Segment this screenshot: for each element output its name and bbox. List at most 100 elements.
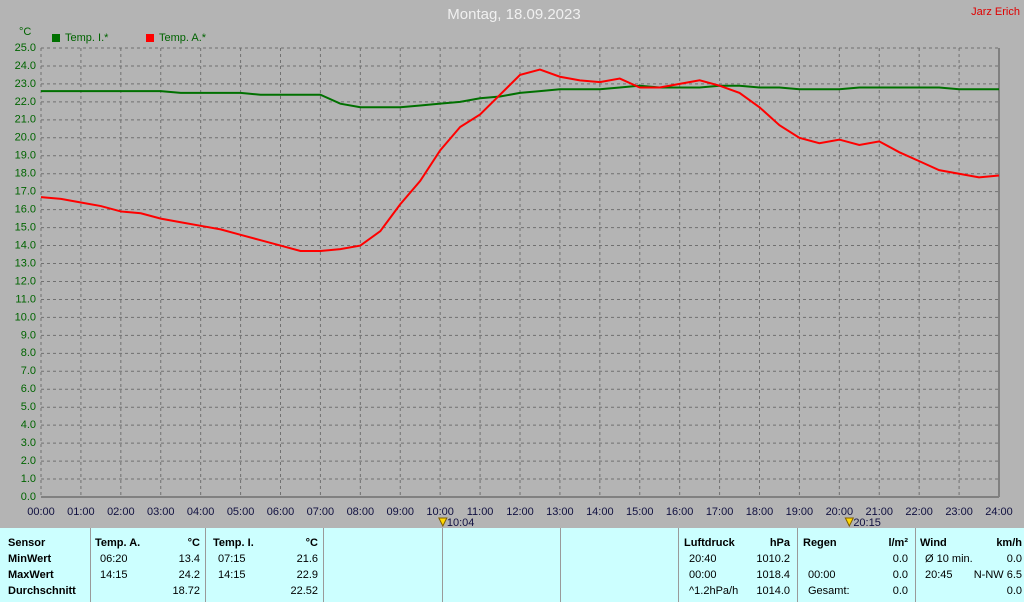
cell-value: 1010.2: [756, 553, 790, 565]
cell-label: Ø 10 min.: [925, 553, 973, 565]
legend-swatch: [52, 34, 60, 42]
legend-label: Temp. A.*: [159, 32, 207, 44]
divider: [442, 528, 443, 602]
row-label: MaxWert: [8, 569, 54, 581]
y-tick-label: 18.0: [15, 168, 36, 180]
column-unit: °C: [305, 537, 318, 549]
column-unit: l/m²: [888, 537, 908, 549]
cell-value: 13.4: [178, 553, 200, 565]
cell-value: 0.0: [892, 585, 908, 597]
column-header: Regen: [803, 537, 837, 549]
row-label: MinWert: [8, 553, 52, 565]
cell-value: 0.0: [1006, 585, 1022, 597]
cell-label: Gesamt:: [808, 585, 850, 597]
y-tick-label: 1.0: [21, 473, 36, 485]
summary-panel: Sensor MinWert MaxWert Durchschnitt Temp. A.…: [0, 528, 1024, 602]
y-tick-label: 17.0: [15, 186, 36, 198]
y-tick-label: 20.0: [15, 132, 36, 144]
x-tick-label: 01:00: [67, 506, 95, 518]
y-tick-label: 23.0: [15, 78, 36, 90]
divider: [323, 528, 324, 602]
cell-label: 06:20: [100, 553, 128, 565]
y-tick-label: 25.0: [15, 42, 36, 54]
cell-value: N-NW 6.5: [973, 569, 1022, 581]
legend-label: Temp. I.*: [65, 32, 109, 44]
cell-label: 14:15: [100, 569, 128, 581]
row-label: Sensor: [8, 537, 46, 549]
y-tick-label: 5.0: [21, 401, 36, 413]
x-tick-label: 24:00: [985, 506, 1013, 518]
sun-marker: [438, 517, 448, 528]
x-tick-label: 18:00: [746, 506, 774, 518]
divider: [90, 528, 91, 602]
x-tick-label: 11:00: [467, 506, 494, 518]
cell-value: 22.52: [290, 585, 318, 597]
cell-value: 1014.0: [756, 585, 790, 597]
y-tick-label: 6.0: [21, 383, 36, 395]
divider: [797, 528, 798, 602]
divider: [915, 528, 916, 602]
x-tick-label: 08:00: [347, 506, 375, 518]
x-tick-label: 22:00: [905, 506, 933, 518]
y-tick-label: 8.0: [21, 347, 36, 359]
divider: [205, 528, 206, 602]
x-tick-label: 05:00: [227, 506, 255, 518]
y-tick-label: 24.0: [15, 60, 36, 72]
author: Jarz Erich: [971, 6, 1020, 18]
y-tick-label: 14.0: [15, 239, 36, 251]
y-axis-unit: °C: [19, 26, 31, 38]
cell-value: 22.9: [296, 569, 318, 581]
column-unit: hPa: [769, 537, 790, 549]
column-unit: km/h: [996, 537, 1022, 549]
x-tick-label: 06:00: [267, 506, 295, 518]
cell-label: 20:45: [925, 569, 953, 581]
y-tick-label: 19.0: [15, 150, 36, 162]
y-tick-label: 9.0: [21, 329, 36, 341]
divider: [678, 528, 679, 602]
x-tick-label: 03:00: [147, 506, 175, 518]
x-tick-label: 10:00: [426, 506, 454, 518]
cell-value: 0.0: [892, 569, 908, 581]
y-tick-label: 2.0: [21, 455, 36, 467]
x-tick-label: 16:00: [666, 506, 694, 518]
cell-label: 14:15: [218, 569, 246, 581]
row-label: Durchschnitt: [8, 585, 76, 597]
cell-value: 21.6: [296, 553, 318, 565]
x-tick-label: 12:00: [506, 506, 534, 518]
y-tick-label: 22.0: [15, 96, 36, 108]
cell-value: 0.0: [892, 553, 908, 565]
x-tick-label: 13:00: [546, 506, 574, 518]
column-unit: °C: [187, 537, 200, 549]
chart: Montag, 18.09.2023 Jarz Erich °C 0.0 1.0 2…: [15, 6, 1020, 528]
cell-label: 07:15: [218, 553, 246, 565]
marker-label: 10:04: [447, 517, 475, 528]
y-tick-label: 0.0: [21, 491, 36, 503]
y-tick-label: 12.0: [15, 275, 36, 287]
cell-label: ^1.2hPa/h: [689, 585, 739, 597]
cell-label: 20:40: [689, 553, 717, 565]
x-tick-label: 21:00: [865, 506, 893, 518]
data-line: [40, 68, 1000, 252]
x-tick-label: 09:00: [386, 506, 414, 518]
cell-value: 24.2: [178, 569, 200, 581]
cell-value: 1018.4: [756, 569, 790, 581]
y-tick-label: 16.0: [15, 204, 36, 216]
column-header: Luftdruck: [684, 537, 735, 549]
y-tick-label: 3.0: [21, 437, 36, 449]
divider: [560, 528, 561, 602]
cell-value: 18.72: [172, 585, 200, 597]
y-tick-label: 13.0: [15, 257, 36, 269]
cell-value: 0.0: [1006, 553, 1022, 565]
x-tick-label: 00:00: [27, 506, 55, 518]
y-tick-label: 15.0: [15, 222, 36, 234]
cell-label: 00:00: [808, 569, 836, 581]
x-tick-label: 15:00: [626, 506, 654, 518]
x-tick-label: 20:00: [826, 506, 854, 518]
x-tick-label: 02:00: [107, 506, 135, 518]
x-tick-label: 19:00: [786, 506, 814, 518]
x-tick-label: 23:00: [945, 506, 973, 518]
column-header: Temp. A.: [95, 537, 141, 549]
x-tick-label: 17:00: [706, 506, 734, 518]
y-tick-label: 4.0: [21, 419, 36, 431]
